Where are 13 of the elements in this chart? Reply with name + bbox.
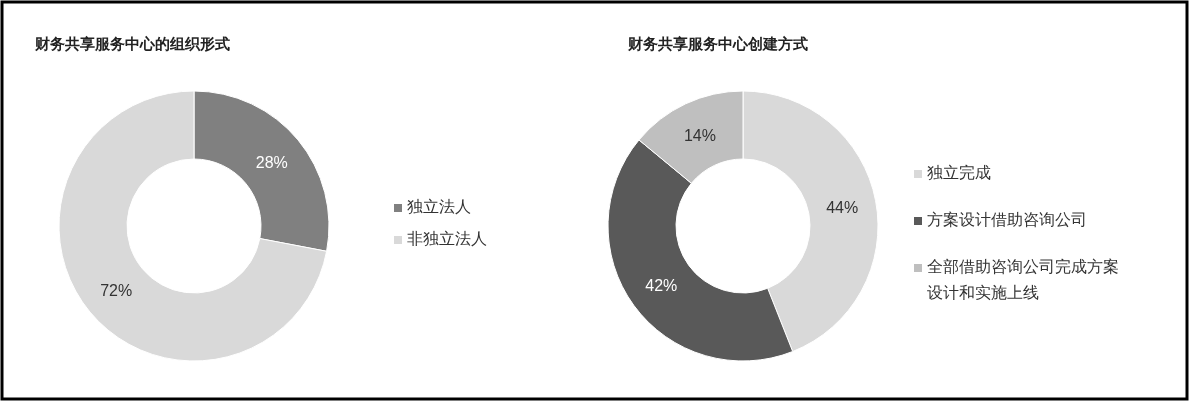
data-label: 72%	[100, 282, 133, 300]
chart-title: 财务共享服务中心创建方式	[627, 35, 808, 52]
legend-label: 独立完成	[927, 164, 991, 181]
data-label: 28%	[255, 153, 288, 171]
data-label: 44%	[826, 199, 859, 217]
legend-label: 非独立法人	[407, 230, 487, 247]
data-label: 14%	[683, 126, 717, 144]
legend-label: 方案设计借助咨询公司	[927, 211, 1087, 228]
legend-label: 独立法人	[407, 198, 471, 215]
legend-label: 全部借助咨询公司完成方案设计和实施上线	[927, 258, 1119, 301]
donut-slice	[58, 90, 328, 362]
chart-title: 财务共享服务中心的组织形式	[34, 35, 230, 52]
data-label: 42%	[645, 277, 678, 295]
